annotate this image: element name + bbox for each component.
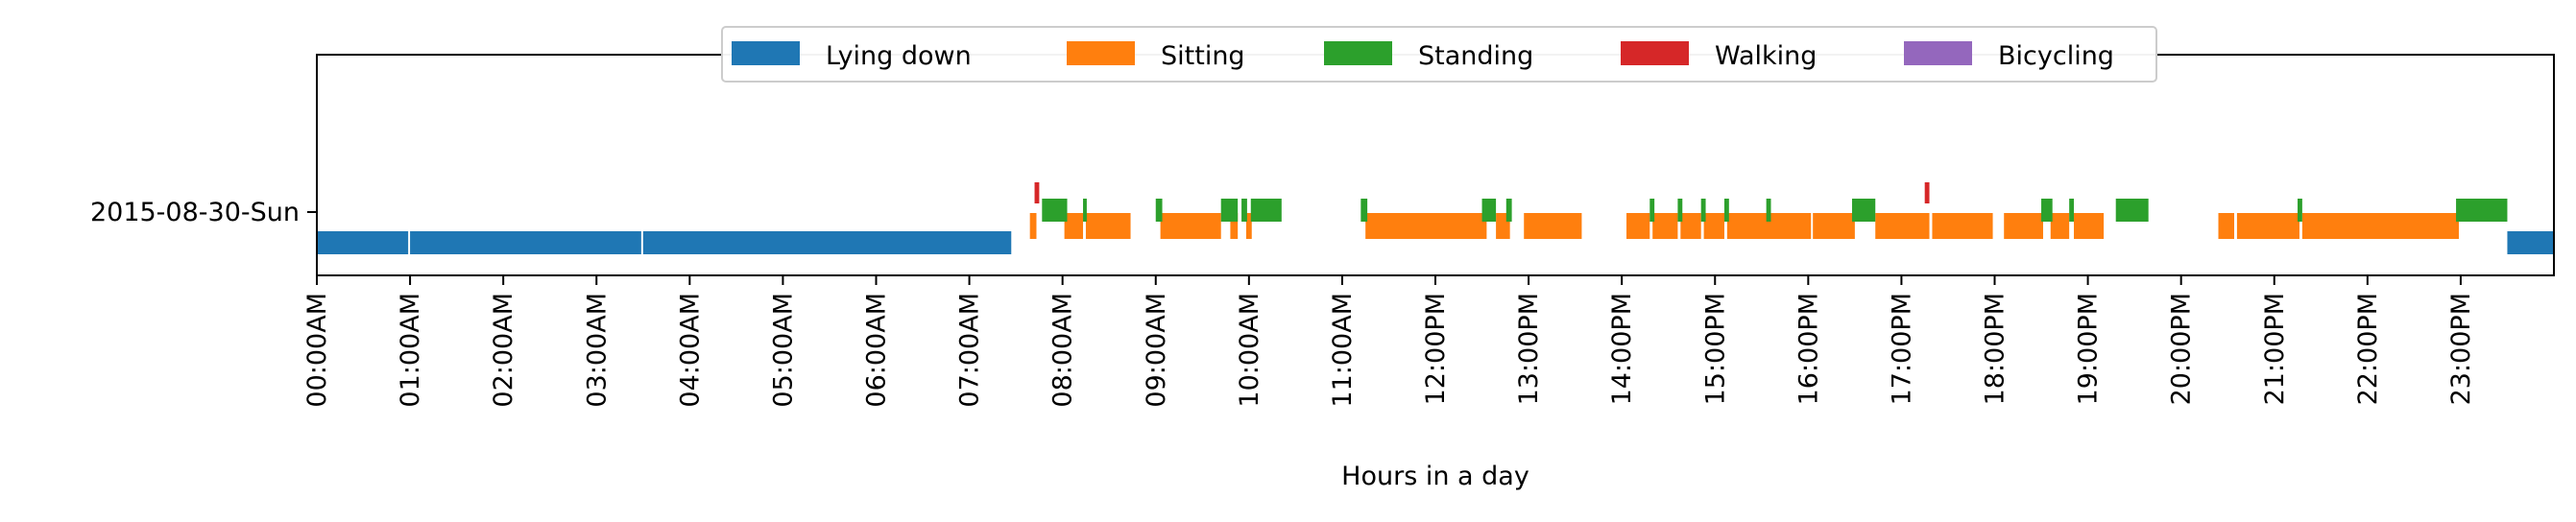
x-tick-label: 20:00PM [2167,293,2197,405]
x-tick-label: 22:00PM [2353,293,2383,405]
sitting-bar [2236,213,2299,239]
chart-marks [317,182,2554,254]
x-tick-label: 08:00AM [1048,293,1078,408]
legend-swatch-walking [1621,41,1689,65]
standing-bar [1360,199,1368,222]
sitting-bar [1680,213,1701,239]
legend-swatch-lying-down [732,41,800,65]
sitting-bar [2218,213,2235,239]
x-axis-label: Hours in a day [1341,462,1529,491]
lying-down-bar [410,231,641,254]
x-tick-label: 11:00AM [1328,293,1358,408]
x-tick-label: 13:00PM [1514,293,1544,405]
standing-bar [1505,199,1512,222]
legend-label-sitting: Sitting [1161,41,1245,71]
x-tick-label: 16:00PM [1794,293,1823,405]
sitting-bar [2050,213,2070,239]
legend-label-standing: Standing [1418,41,1533,71]
x-tick-label: 21:00PM [2260,293,2290,405]
standing-bar [2069,199,2075,222]
standing-bar [1155,199,1163,222]
sitting-bar [1160,213,1221,239]
standing-bar [2115,199,2149,222]
x-tick-label: 18:00PM [1981,293,2010,405]
standing-bar [1083,199,1087,222]
standing-bar [1481,199,1497,222]
legend-swatch-sitting [1067,41,1135,65]
standing-bar [1241,199,1247,222]
x-tick-label: 02:00AM [489,293,518,408]
x-tick-label: 17:00PM [1887,293,1916,405]
x-tick-label: 09:00AM [1142,293,1171,408]
lying-down-bar [642,231,1012,254]
walking-bar [1924,182,1930,203]
standing-bar [1851,199,1876,222]
walking-bar [1034,182,1040,203]
sitting-bar [1813,213,1855,239]
standing-bar [1220,199,1239,222]
x-tick-label: 03:00AM [582,293,612,408]
sitting-bar [2004,213,2043,239]
sitting-bar [1524,213,1582,239]
y-tick-label: 2015-08-30-Sun [90,198,300,227]
standing-bar [1766,199,1771,222]
legend-label-bicycling: Bicycling [1998,41,2114,71]
standing-bar [1700,199,1706,222]
sitting-bar [1703,213,1724,239]
legend-label-lying-down: Lying down [826,41,972,71]
sitting-bar [1652,213,1678,239]
x-axis: 00:00AM 01:00AM 02:00AM 03:00AM 04:00AM 05:00… [302,275,2476,408]
x-tick-label: 00:00AM [302,293,332,408]
sitting-bar [1029,213,1037,239]
lying-down-bar [317,231,409,254]
x-tick-label: 07:00AM [955,293,985,408]
x-tick-label: 05:00AM [768,293,798,408]
lying-down-bar [2507,231,2554,254]
standing-bar [1649,199,1655,222]
standing-bar [2456,199,2508,222]
sitting-bar [1245,213,1252,239]
sitting-bar [1932,213,1993,239]
x-tick-label: 15:00PM [1700,293,1730,405]
x-tick-label: 04:00AM [675,293,705,408]
x-tick-label: 01:00AM [396,293,425,408]
legend-swatch-standing [1324,41,1392,65]
sitting-bar [1230,213,1239,239]
y-axis: 2015-08-30-Sun [90,198,317,227]
standing-bar [2298,199,2302,222]
x-tick-label: 23:00PM [2446,293,2476,405]
x-tick-label: 10:00AM [1235,293,1264,408]
legend: Lying down Sitting Standing Walking Bicyclin… [721,26,2157,83]
sitting-bar [1626,213,1650,239]
x-tick-label: 12:00PM [1421,293,1451,405]
sitting-bar [1064,213,1084,239]
standing-bar [1042,199,1068,222]
legend-box [721,26,2157,83]
legend-label-walking: Walking [1715,41,1817,71]
sitting-bar [2301,213,2459,239]
sitting-bar [1085,213,1131,239]
legend-swatch-bicycling [1904,41,1972,65]
x-tick-label: 06:00AM [862,293,892,408]
x-tick-label: 19:00PM [2074,293,2104,405]
x-tick-label: 14:00PM [1607,293,1637,405]
standing-bar [2041,199,2053,222]
sitting-bar [1875,213,1930,239]
sitting-bar [2074,213,2105,239]
standing-bar [1250,199,1282,222]
sitting-bar [1365,213,1487,239]
standing-bar [1677,199,1683,222]
standing-bar [1723,199,1729,222]
